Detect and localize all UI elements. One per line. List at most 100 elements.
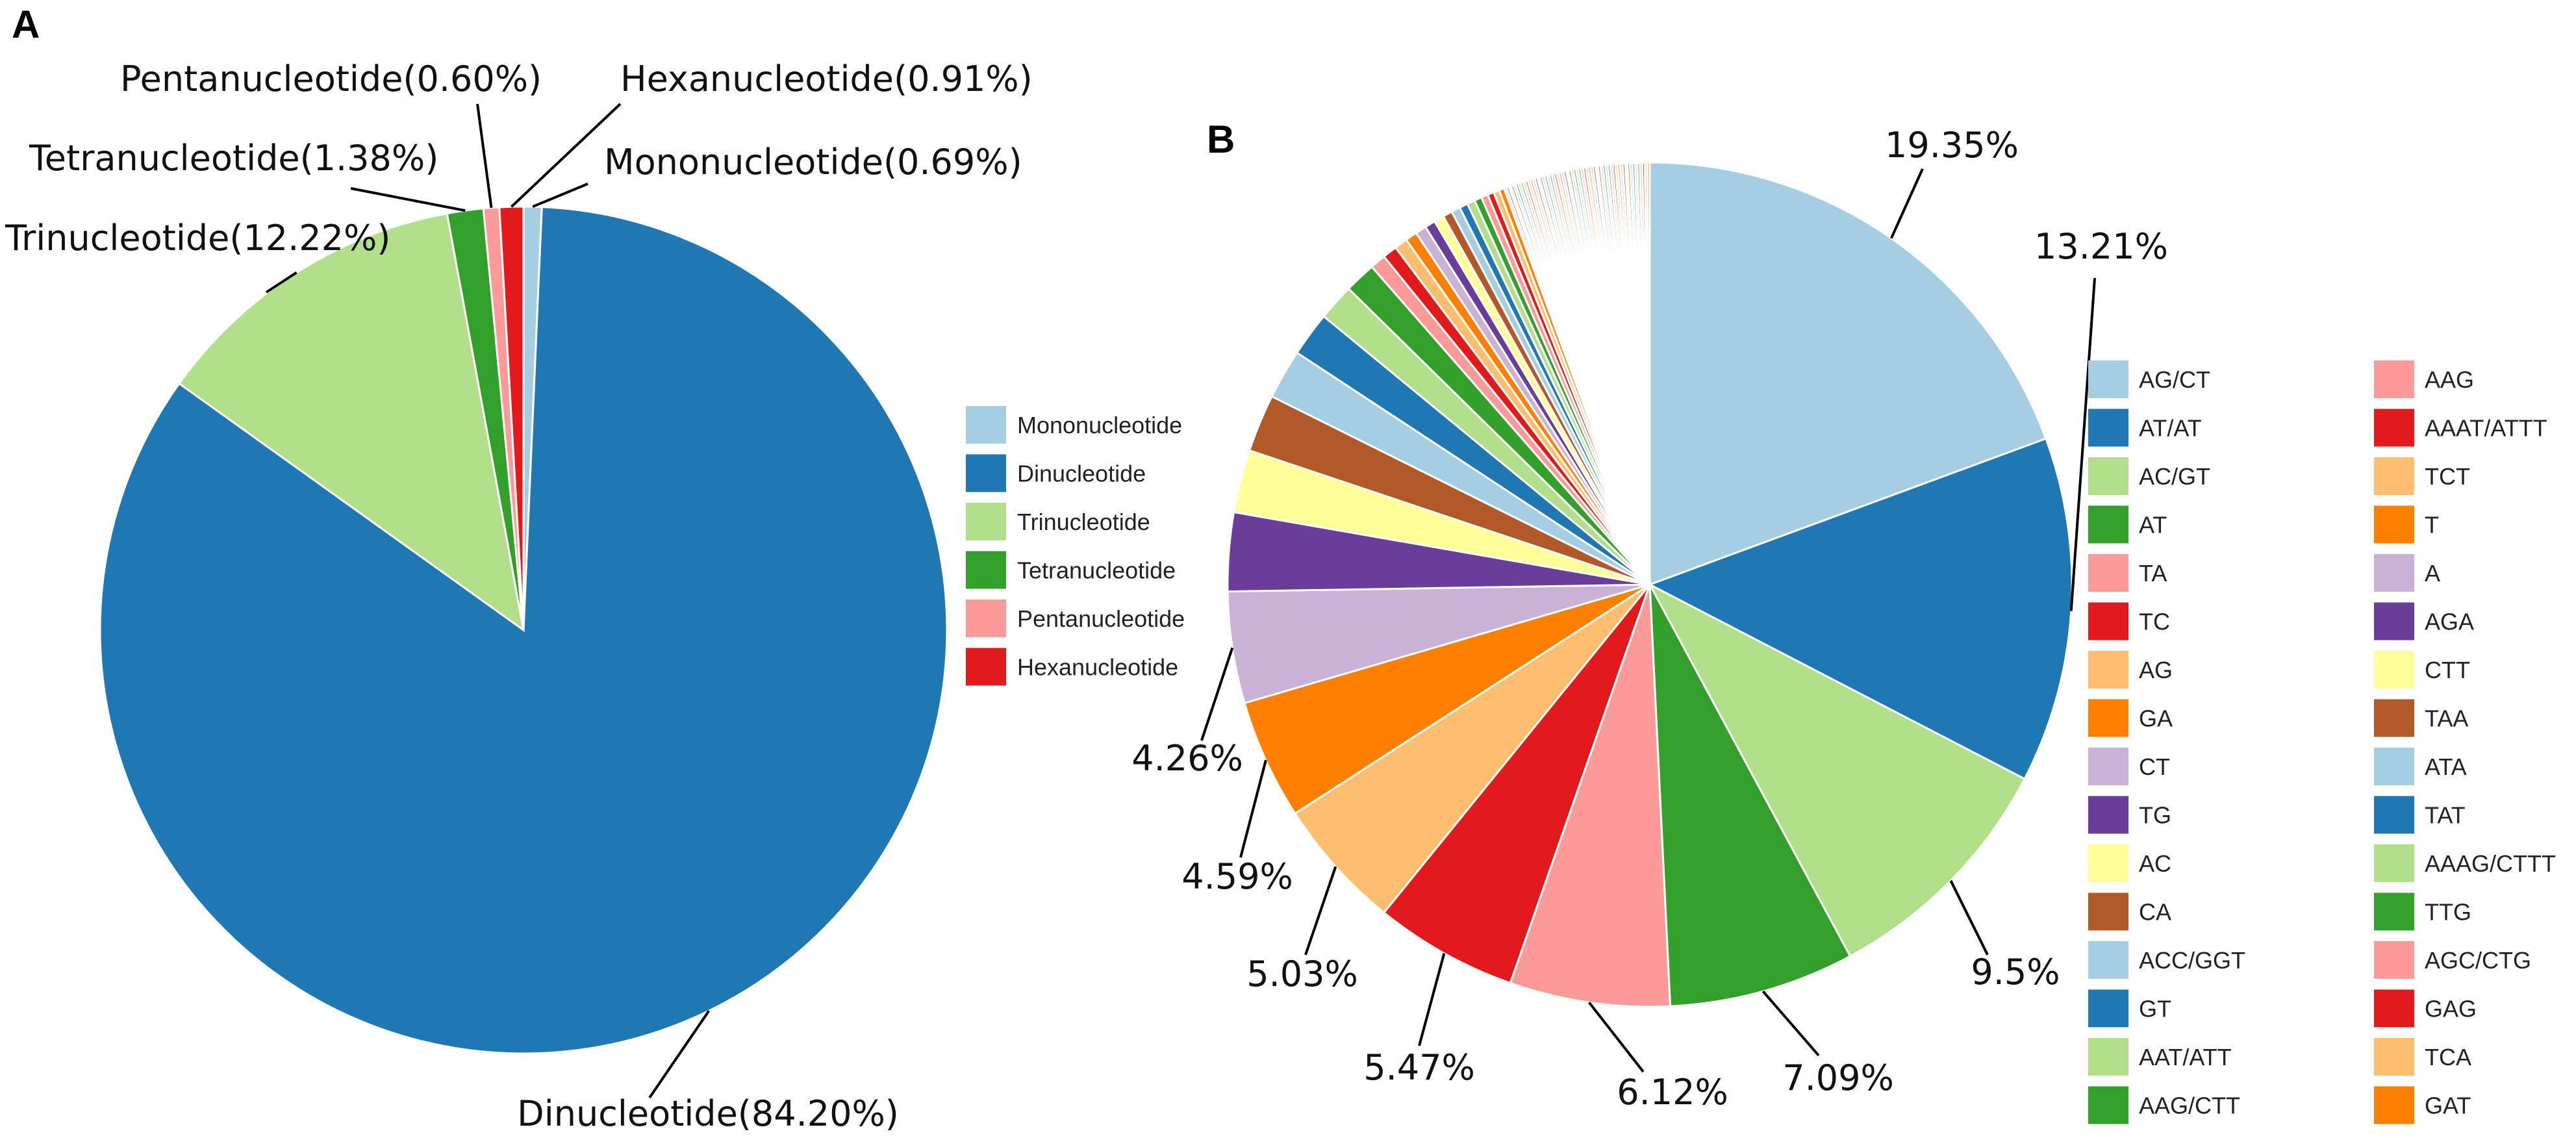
legend-a-label-hexanucleotide: Hexanucleotide (1017, 654, 1178, 681)
pie-b-label-ta: 6.12% (1617, 1072, 1728, 1113)
legend-a-swatch-tetranucleotide (966, 551, 1006, 589)
pie-a-label-trinucleotide: Trinucleotide(12.22%) (5, 218, 390, 259)
legend-b-label-ac: AC (2139, 850, 2171, 877)
pie-b-labels: 19.35% 13.21% 9.5% 7.09% 6.12% 5.47% 5.03% 4.59… (1131, 125, 2168, 1113)
legend-b-label-ct: CT (2139, 753, 2170, 780)
legend-b-swatch-tca (2374, 1038, 2414, 1076)
legend-b-label-gat: GAT (2425, 1093, 2471, 1119)
legend-a-label-dinucleotide: Dinucleotide (1017, 461, 1146, 487)
legend-b-label-tca: TCA (2425, 1044, 2471, 1070)
pie-a-labels: Mononucleotide(0.69%) Dinucleotide(84.20%… (5, 58, 1033, 1134)
pie-b-label-ct: 4.26% (1131, 738, 1243, 779)
legend-a-swatch-mononucleotide (966, 406, 1006, 444)
pie-b-leader-ac-gt (1949, 879, 1989, 955)
legend-b-swatch-tat (2374, 796, 2414, 834)
pie-a-leader-trinucleotide (265, 271, 297, 294)
pie-b-legend: AG/CT AT/AT AC/GT AT TA TC AG GA CT TG AC CA ACC/GGT… (2088, 360, 2556, 1124)
pie-b-leader-ct (1200, 647, 1234, 741)
pie-b-label-ag-ct: 19.35% (1885, 125, 2019, 166)
legend-b-label-tc: TC (2139, 609, 2170, 635)
legend-b-swatch-at-at (2088, 409, 2128, 447)
pie-a-leader-mononucleotide (532, 183, 588, 209)
pie-a-label-pentanucleotide: Pentanucleotide(0.60%) (120, 58, 542, 99)
legend-b-label-ctt: CTT (2425, 657, 2470, 683)
legend-a-swatch-pentanucleotide (966, 600, 1006, 637)
pie-b-slice-ta (1509, 584, 1672, 1008)
legend-b-swatch-gat (2374, 1086, 2414, 1124)
legend-b-label-ga: GA (2139, 705, 2173, 732)
legend-b-swatch-tg (2088, 796, 2128, 834)
pie-a-label-tetranucleotide: Tetranucleotide(1.38%) (29, 138, 438, 179)
legend-b-swatch-tct (2374, 457, 2414, 495)
legend-b-swatch-aat-att (2088, 1038, 2128, 1076)
legend-b-label-ag-ct: AG/CT (2139, 366, 2210, 393)
legend-b-swatch-aaat-attt (2374, 409, 2414, 447)
pie-a-legend: Mononucleotide Dinucleotide Trinucleotide T… (966, 406, 1185, 686)
legend-b-swatch-ta (2088, 554, 2128, 592)
legend-b-label-tct: TCT (2425, 463, 2470, 490)
legend-b-label-gag: GAG (2425, 996, 2477, 1022)
legend-a-swatch-hexanucleotide (966, 648, 1006, 686)
pie-a-label-mononucleotide: Mononucleotide(0.69%) (604, 142, 1022, 183)
legend-b-label-t: T (2425, 512, 2439, 538)
legend-b-swatch-ag-ct (2088, 360, 2128, 398)
legend-b-label-aaag-cttt: AAAG/CTTT (2425, 850, 2556, 877)
legend-b-swatch-ca (2088, 892, 2128, 931)
legend-a-label-tetranucleotide: Tetranucleotide (1017, 557, 1176, 584)
legend-b-label-aag: AAG (2425, 366, 2474, 393)
legend-a-label-trinucleotide: Trinucleotide (1017, 509, 1150, 535)
legend-b-label-a: A (2425, 560, 2440, 587)
legend-b-label-aga: AGA (2425, 609, 2474, 635)
pie-b-leader-ag-ct (1889, 168, 1924, 239)
legend-b-swatch-taa (2374, 699, 2414, 737)
legend-b-label-ac-gt: AC/GT (2139, 463, 2210, 490)
pie-b-leader-ta (1588, 1002, 1645, 1073)
legend-b-swatch-aag (2374, 360, 2414, 398)
legend-b-swatch-gag (2374, 989, 2414, 1028)
legend-b-swatch-ga (2088, 699, 2128, 737)
legend-b-label-aag-ctt: AAG/CTT (2139, 1093, 2240, 1119)
pie-b-label-ag: 5.03% (1246, 954, 1358, 994)
pie-b-leader-at (1762, 990, 1820, 1057)
legend-b-swatch-acc-ggt (2088, 941, 2128, 979)
pie-b-label-at: 7.09% (1782, 1057, 1894, 1098)
legend-b-label-taa: TAA (2425, 705, 2468, 732)
pie-a-slice-trinucleotide (177, 212, 525, 633)
legend-b-swatch-ac-gt (2088, 457, 2128, 495)
legend-a-swatch-dinucleotide (966, 454, 1006, 492)
legend-b-label-tg: TG (2139, 802, 2171, 829)
legend-b-swatch-tc (2088, 602, 2128, 640)
panel-b-letter: B (1207, 118, 1235, 161)
legend-b-swatch-aag-ctt (2088, 1086, 2128, 1124)
legend-b-swatch-ct (2088, 748, 2128, 785)
pie-b-label-ac-gt: 9.5% (1971, 952, 2060, 993)
pie-a (99, 205, 948, 1055)
pie-b-label-ga: 4.59% (1181, 856, 1293, 897)
legend-b-label-agc-ctg: AGC/CTG (2425, 947, 2531, 974)
legend-b-label-ca: CA (2139, 899, 2171, 926)
legend-b-label-tat: TAT (2425, 802, 2466, 829)
pie-b-slice-minor-60 (1646, 161, 1651, 585)
pie-b-slice-tc (1382, 584, 1651, 985)
pie-b (1226, 161, 2073, 1008)
pie-b-label-tc: 5.47% (1363, 1047, 1475, 1088)
legend-b-swatch-ctt (2374, 651, 2414, 689)
legend-b-swatch-ac (2088, 844, 2128, 882)
legend-b-swatch-aga (2374, 602, 2414, 640)
pie-a-slice-hexanucleotide (498, 205, 525, 631)
pie-a-leader-pentanucleotide (476, 103, 493, 209)
legend-b-swatch-t (2374, 505, 2414, 544)
legend-b-label-gt: GT (2139, 996, 2171, 1022)
pie-a-leader-tetranucleotide (350, 187, 466, 212)
panel-a-letter: A (12, 3, 40, 46)
pie-b-slice-ag-ct (1648, 161, 2047, 587)
legend-b-swatch-aaag-cttt (2374, 844, 2414, 882)
legend-b-swatch-gt (2088, 989, 2128, 1028)
legend-b-label-ag: AG (2139, 657, 2173, 683)
legend-b-label-ata: ATA (2425, 753, 2467, 780)
pie-a-leader-dinucleotide (648, 1010, 711, 1099)
legend-a-label-pentanucleotide: Pentanucleotide (1017, 605, 1185, 632)
legend-b-label-ttg: TTG (2425, 899, 2471, 926)
legend-b-label-aat-att: AAT/ATT (2139, 1044, 2232, 1070)
